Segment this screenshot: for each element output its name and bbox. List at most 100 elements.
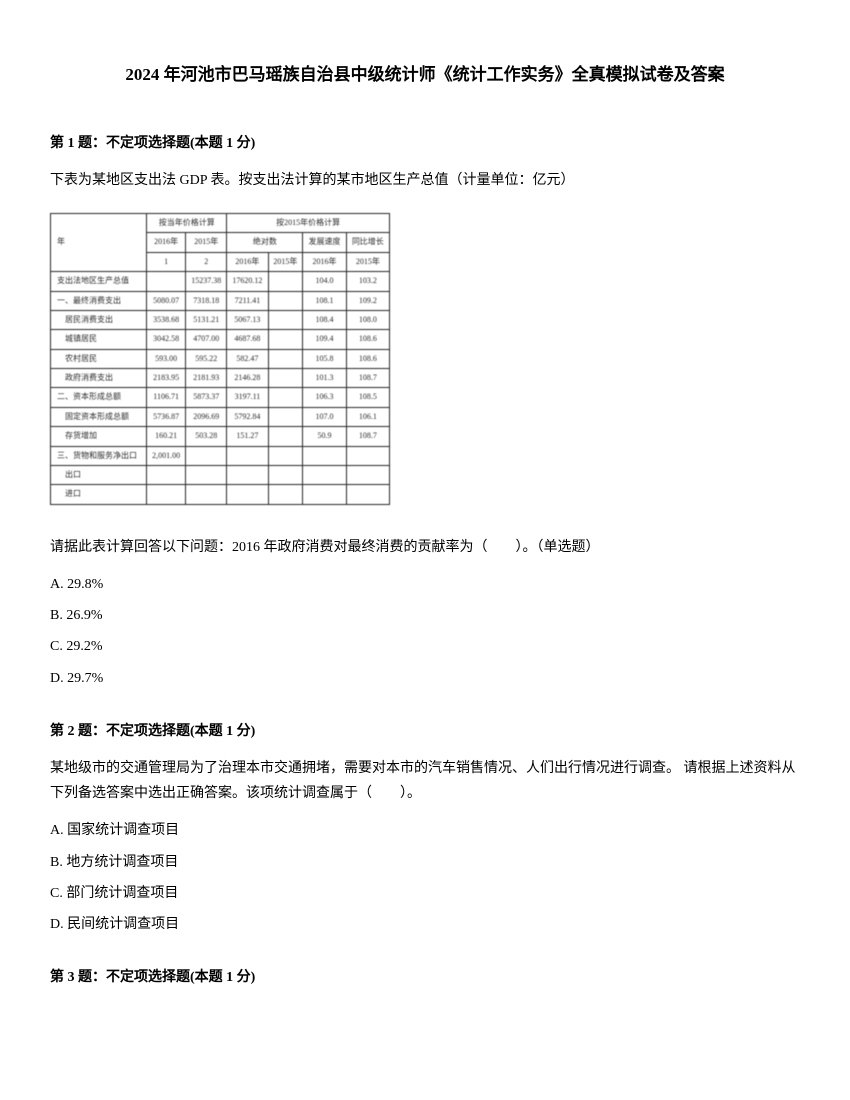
table-header-group2: 按2015年价格计算: [227, 213, 390, 232]
table-cell: 103.2: [346, 272, 389, 291]
table-cell: 503.28: [186, 427, 227, 446]
table-cell: [268, 427, 303, 446]
q1-option-b: B. 26.9%: [50, 603, 800, 628]
table-cell: 3538.68: [147, 310, 186, 329]
q1-option-d: D. 29.7%: [50, 666, 800, 691]
table-cell: [268, 349, 303, 368]
table-cell: [268, 466, 303, 485]
table-cell: 3197.11: [227, 388, 268, 407]
table-cell: 5792.84: [227, 407, 268, 426]
table-row-label: 固定资本形成总额: [51, 407, 147, 426]
table-y2015: 2015年: [186, 233, 227, 252]
table-cell: [227, 466, 268, 485]
table-cell: 5736.87: [147, 407, 186, 426]
table-row-label: 城镇居民: [51, 330, 147, 349]
table-cell: 4687.68: [227, 330, 268, 349]
table-cell: 151.27: [227, 427, 268, 446]
table-cell: 5067.13: [227, 310, 268, 329]
table-cell: 593.00: [147, 349, 186, 368]
table-cell: [268, 330, 303, 349]
table-y2016: 2016年: [147, 233, 186, 252]
q1-option-a: A. 29.8%: [50, 572, 800, 597]
table-cell: 7318.18: [186, 291, 227, 310]
table-cell: 108.6: [346, 330, 389, 349]
table-cell: 108.4: [303, 310, 346, 329]
q2-option-b: B. 地方统计调查项目: [50, 850, 800, 875]
table-cell: 3042.58: [147, 330, 186, 349]
table-row-label: 农村居民: [51, 349, 147, 368]
table-cell: 5873.37: [186, 388, 227, 407]
table-cell: 2,001.00: [147, 446, 186, 465]
table-cell: 109.4: [303, 330, 346, 349]
table-cell: 4707.00: [186, 330, 227, 349]
q2-option-d: D. 民间统计调查项目: [50, 912, 800, 937]
table-cell: [147, 272, 186, 291]
q1-question: 请据此表计算回答以下问题：2016 年政府消费对最终消费的贡献率为（ ）。（单选…: [50, 535, 800, 560]
table-row-label: 出口: [51, 466, 147, 485]
q1-intro: 下表为某地区支出法 GDP 表。按支出法计算的某市地区生产总值（计量单位：亿元）: [50, 168, 800, 193]
table-row-label: 居民消费支出: [51, 310, 147, 329]
table-row-label: 政府消费支出: [51, 369, 147, 388]
table-cell: [147, 466, 186, 485]
table-cell: [346, 485, 389, 504]
table-row-label: 一、最终消费支出: [51, 291, 147, 310]
table-sub3: 同比增长: [346, 233, 389, 252]
table-row-label: 支出法地区生产总值: [51, 272, 147, 291]
table-cell: 108.6: [346, 349, 389, 368]
table-cell: [346, 446, 389, 465]
q1-option-c: C. 29.2%: [50, 634, 800, 659]
q2-header: 第 2 题：不定项选择题(本题 1 分): [50, 719, 800, 744]
table-cell: 7211.41: [227, 291, 268, 310]
table-cell: [268, 446, 303, 465]
table-cell: 108.7: [346, 427, 389, 446]
table-cell: 582.47: [227, 349, 268, 368]
page-title: 2024 年河池市巴马瑶族自治县中级统计师《统计工作实务》全真模拟试卷及答案: [50, 60, 800, 91]
table-cell: [268, 291, 303, 310]
table-cell: 2181.93: [186, 369, 227, 388]
table-cell: [227, 446, 268, 465]
table-cell: 107.0: [303, 407, 346, 426]
table-cell: [268, 272, 303, 291]
table-cell: 108.1: [303, 291, 346, 310]
table-cell: 106.1: [346, 407, 389, 426]
table-cell: [268, 485, 303, 504]
table-row-label: 存货增加: [51, 427, 147, 446]
table-cell: [186, 485, 227, 504]
table-cell: 595.22: [186, 349, 227, 368]
table-cell: 5080.07: [147, 291, 186, 310]
table-cell: 101.3: [303, 369, 346, 388]
table-row-label: 二、资本形成总额: [51, 388, 147, 407]
table-row-label: 三、货物和服务净出口: [51, 446, 147, 465]
table-cell: 105.8: [303, 349, 346, 368]
table-cell: 1106.71: [147, 388, 186, 407]
q2-option-a: A. 国家统计调查项目: [50, 818, 800, 843]
table-col-year: 年: [51, 213, 147, 271]
q2-option-c: C. 部门统计调查项目: [50, 881, 800, 906]
table-cell: [186, 466, 227, 485]
table-cell: 17620.12: [227, 272, 268, 291]
table-cell: 160.21: [147, 427, 186, 446]
table-cell: [303, 446, 346, 465]
table-cell: 108.5: [346, 388, 389, 407]
table-cell: 50.9: [303, 427, 346, 446]
table-cell: [303, 466, 346, 485]
table-cell: 2146.28: [227, 369, 268, 388]
table-cell: 15237.38: [186, 272, 227, 291]
q2-question: 某地级市的交通管理局为了治理本市交通拥堵，需要对本市的汽车销售情况、人们出行情况…: [50, 756, 800, 806]
table-cell: [268, 388, 303, 407]
table-cell: [268, 407, 303, 426]
table-cell: 2096.69: [186, 407, 227, 426]
table-cell: [147, 485, 186, 504]
table-cell: [186, 446, 227, 465]
table-cell: 108.0: [346, 310, 389, 329]
table-cell: [268, 310, 303, 329]
table-cell: [303, 485, 346, 504]
q1-header: 第 1 题：不定项选择题(本题 1 分): [50, 131, 800, 156]
table-cell: 106.3: [303, 388, 346, 407]
table-cell: 2183.95: [147, 369, 186, 388]
gdp-table: 年 按当年价格计算 按2015年价格计算 2016年 2015年 绝对数 发展速…: [50, 213, 800, 505]
table-sub2: 发展速度: [303, 233, 346, 252]
table-cell: [227, 485, 268, 504]
table-row-label: 进口: [51, 485, 147, 504]
table-sub1: 绝对数: [227, 233, 303, 252]
